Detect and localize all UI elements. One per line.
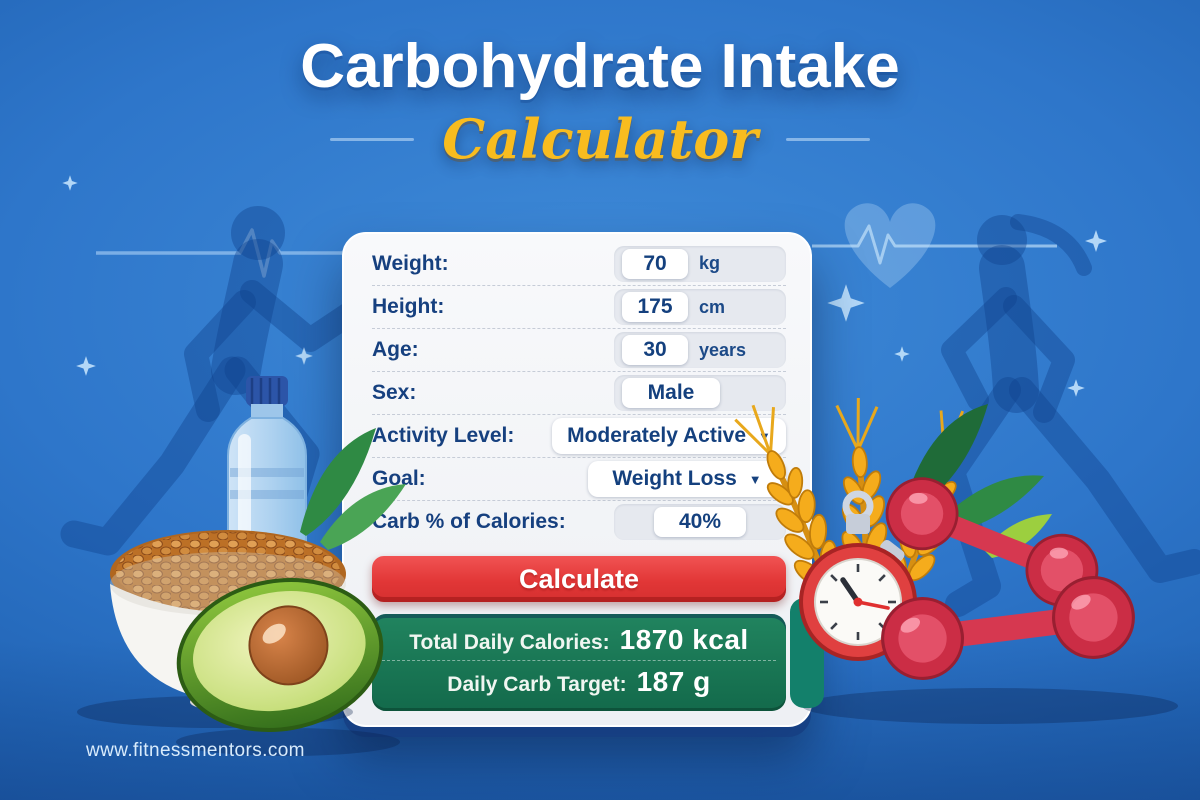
age-label: Age:	[372, 338, 419, 361]
goal-value: Weight Loss	[612, 467, 737, 490]
activity-level-value: Moderately Active	[567, 424, 747, 447]
carb-percent-field-group: 40%	[614, 504, 786, 540]
sex-field-group: Male	[614, 375, 786, 411]
male-runner-silhouette	[60, 206, 364, 590]
decorative-line-left	[330, 137, 415, 141]
goal-label: Goal:	[372, 467, 426, 490]
calculate-button[interactable]: Calculate	[372, 556, 786, 602]
chevron-down-icon: ▼	[748, 471, 762, 487]
total-calories-value: 1870 kcal	[619, 624, 749, 655]
chevron-down-icon: ▼	[758, 428, 771, 444]
height-input[interactable]: 175	[622, 292, 688, 322]
carb-target-value: 187 g	[636, 666, 711, 697]
result-total-calories: Total Daily Calories: 1870 kcal	[382, 622, 776, 660]
carb-target-label: Daily Carb Target:	[447, 673, 627, 696]
field-row-weight: Weight: 70 kg	[372, 242, 786, 285]
stopwatch-illustration	[799, 490, 917, 661]
website-url: www.fitnessmentors.com	[86, 740, 305, 761]
ecg-line-left	[96, 228, 352, 278]
goal-select[interactable]: Weight Loss ▼	[588, 461, 786, 497]
height-unit: cm	[699, 296, 726, 317]
height-label: Height:	[372, 295, 445, 318]
decorative-line-right	[785, 137, 870, 141]
page-title: Carbohydrate Intake	[300, 32, 900, 101]
activity-level-label: Activity Level:	[372, 424, 515, 447]
weight-unit: kg	[699, 253, 721, 273]
lentil-bowl-illustration	[110, 530, 346, 711]
page-subtitle: Calculator	[442, 107, 758, 171]
results-panel: Total Daily Calories: 1870 kcal Daily Ca…	[372, 614, 786, 711]
field-row-goal: Goal: Weight Loss ▼	[372, 457, 786, 500]
female-runner-silhouette	[939, 214, 1200, 617]
calculator-card: Weight: 70 kg Height: 175 cm Age: 30 yea…	[342, 232, 812, 727]
field-row-sex: Sex: Male	[372, 371, 786, 414]
dumbbells-illustration	[875, 466, 1140, 685]
age-unit: years	[699, 339, 747, 360]
activity-level-select[interactable]: Moderately Active ▼	[552, 418, 786, 454]
leaves-right-illustration	[905, 404, 1052, 558]
sex-input[interactable]: Male	[622, 378, 720, 408]
carb-percent-label: Carb % of Calories:	[372, 510, 566, 533]
heartbeat-heart-icon	[812, 203, 1057, 288]
subtitle-row: Calculator	[0, 112, 1200, 166]
sex-label: Sex:	[372, 381, 417, 404]
weight-label: Weight:	[372, 251, 449, 275]
header: Carbohydrate Intake Calculator	[0, 32, 1200, 167]
field-row-carb-percent: Carb % of Calories: 40%	[372, 500, 786, 543]
weight-field-group: 70 kg	[614, 245, 786, 282]
field-row-age: Age: 30 years	[372, 328, 786, 371]
weight-input[interactable]: 70	[622, 248, 688, 279]
height-field-group: 175 cm	[614, 289, 786, 325]
age-field-group: 30 years	[614, 332, 786, 368]
field-row-height: Height: 175 cm	[372, 285, 786, 328]
total-calories-label: Total Daily Calories:	[409, 631, 610, 654]
field-row-activity: Activity Level: Moderately Active ▼	[372, 414, 786, 457]
result-carb-target: Daily Carb Target: 187 g	[382, 660, 776, 702]
age-input[interactable]: 30	[622, 335, 688, 365]
carb-percent-input[interactable]: 40%	[654, 507, 746, 537]
water-bottle-illustration	[227, 376, 307, 563]
